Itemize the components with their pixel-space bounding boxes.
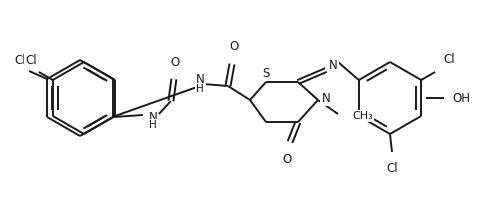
- Text: Cl: Cl: [25, 54, 37, 67]
- Text: N: N: [148, 110, 157, 124]
- Text: N: N: [196, 72, 204, 86]
- Text: O: O: [282, 153, 292, 166]
- Text: O: O: [229, 40, 239, 53]
- Text: O: O: [170, 56, 179, 69]
- Text: Cl: Cl: [443, 53, 455, 66]
- Text: N: N: [329, 58, 337, 71]
- Text: Cl: Cl: [14, 54, 26, 67]
- Text: CH₃: CH₃: [352, 111, 373, 121]
- Text: H: H: [196, 84, 204, 94]
- Text: H: H: [149, 120, 157, 130]
- Text: S: S: [262, 67, 270, 80]
- Text: Cl: Cl: [386, 162, 398, 175]
- Text: OH: OH: [452, 91, 470, 105]
- Text: N: N: [321, 91, 330, 105]
